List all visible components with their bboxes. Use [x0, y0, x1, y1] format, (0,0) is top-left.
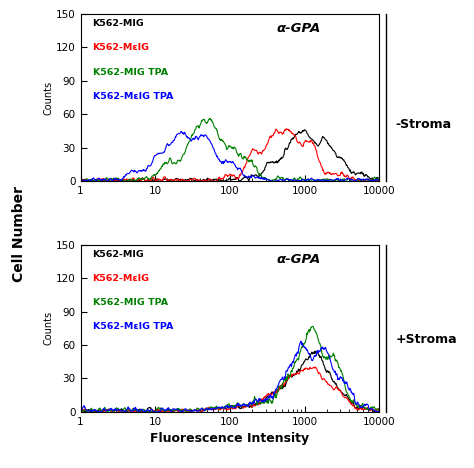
Text: α-GPA: α-GPA — [276, 22, 321, 36]
Text: K562-MεIG TPA: K562-MεIG TPA — [92, 322, 173, 331]
Text: Cell Number: Cell Number — [12, 186, 26, 282]
Text: +Stroma: +Stroma — [396, 333, 457, 346]
Text: K562-MIG TPA: K562-MIG TPA — [92, 298, 168, 307]
Text: -Stroma: -Stroma — [396, 117, 452, 131]
Text: K562-MεIG: K562-MεIG — [92, 43, 149, 52]
Y-axis label: Counts: Counts — [43, 80, 53, 115]
Text: K562-MεIG: K562-MεIG — [92, 274, 149, 283]
X-axis label: Fluorescence Intensity: Fluorescence Intensity — [150, 432, 310, 445]
Text: α-GPA: α-GPA — [276, 253, 321, 266]
Text: K562-MIG: K562-MIG — [92, 250, 144, 259]
Text: K562-MεIG TPA: K562-MεIG TPA — [92, 92, 173, 101]
Text: K562-MIG: K562-MIG — [92, 19, 144, 28]
Y-axis label: Counts: Counts — [43, 311, 53, 345]
Text: K562-MIG TPA: K562-MIG TPA — [92, 67, 168, 77]
